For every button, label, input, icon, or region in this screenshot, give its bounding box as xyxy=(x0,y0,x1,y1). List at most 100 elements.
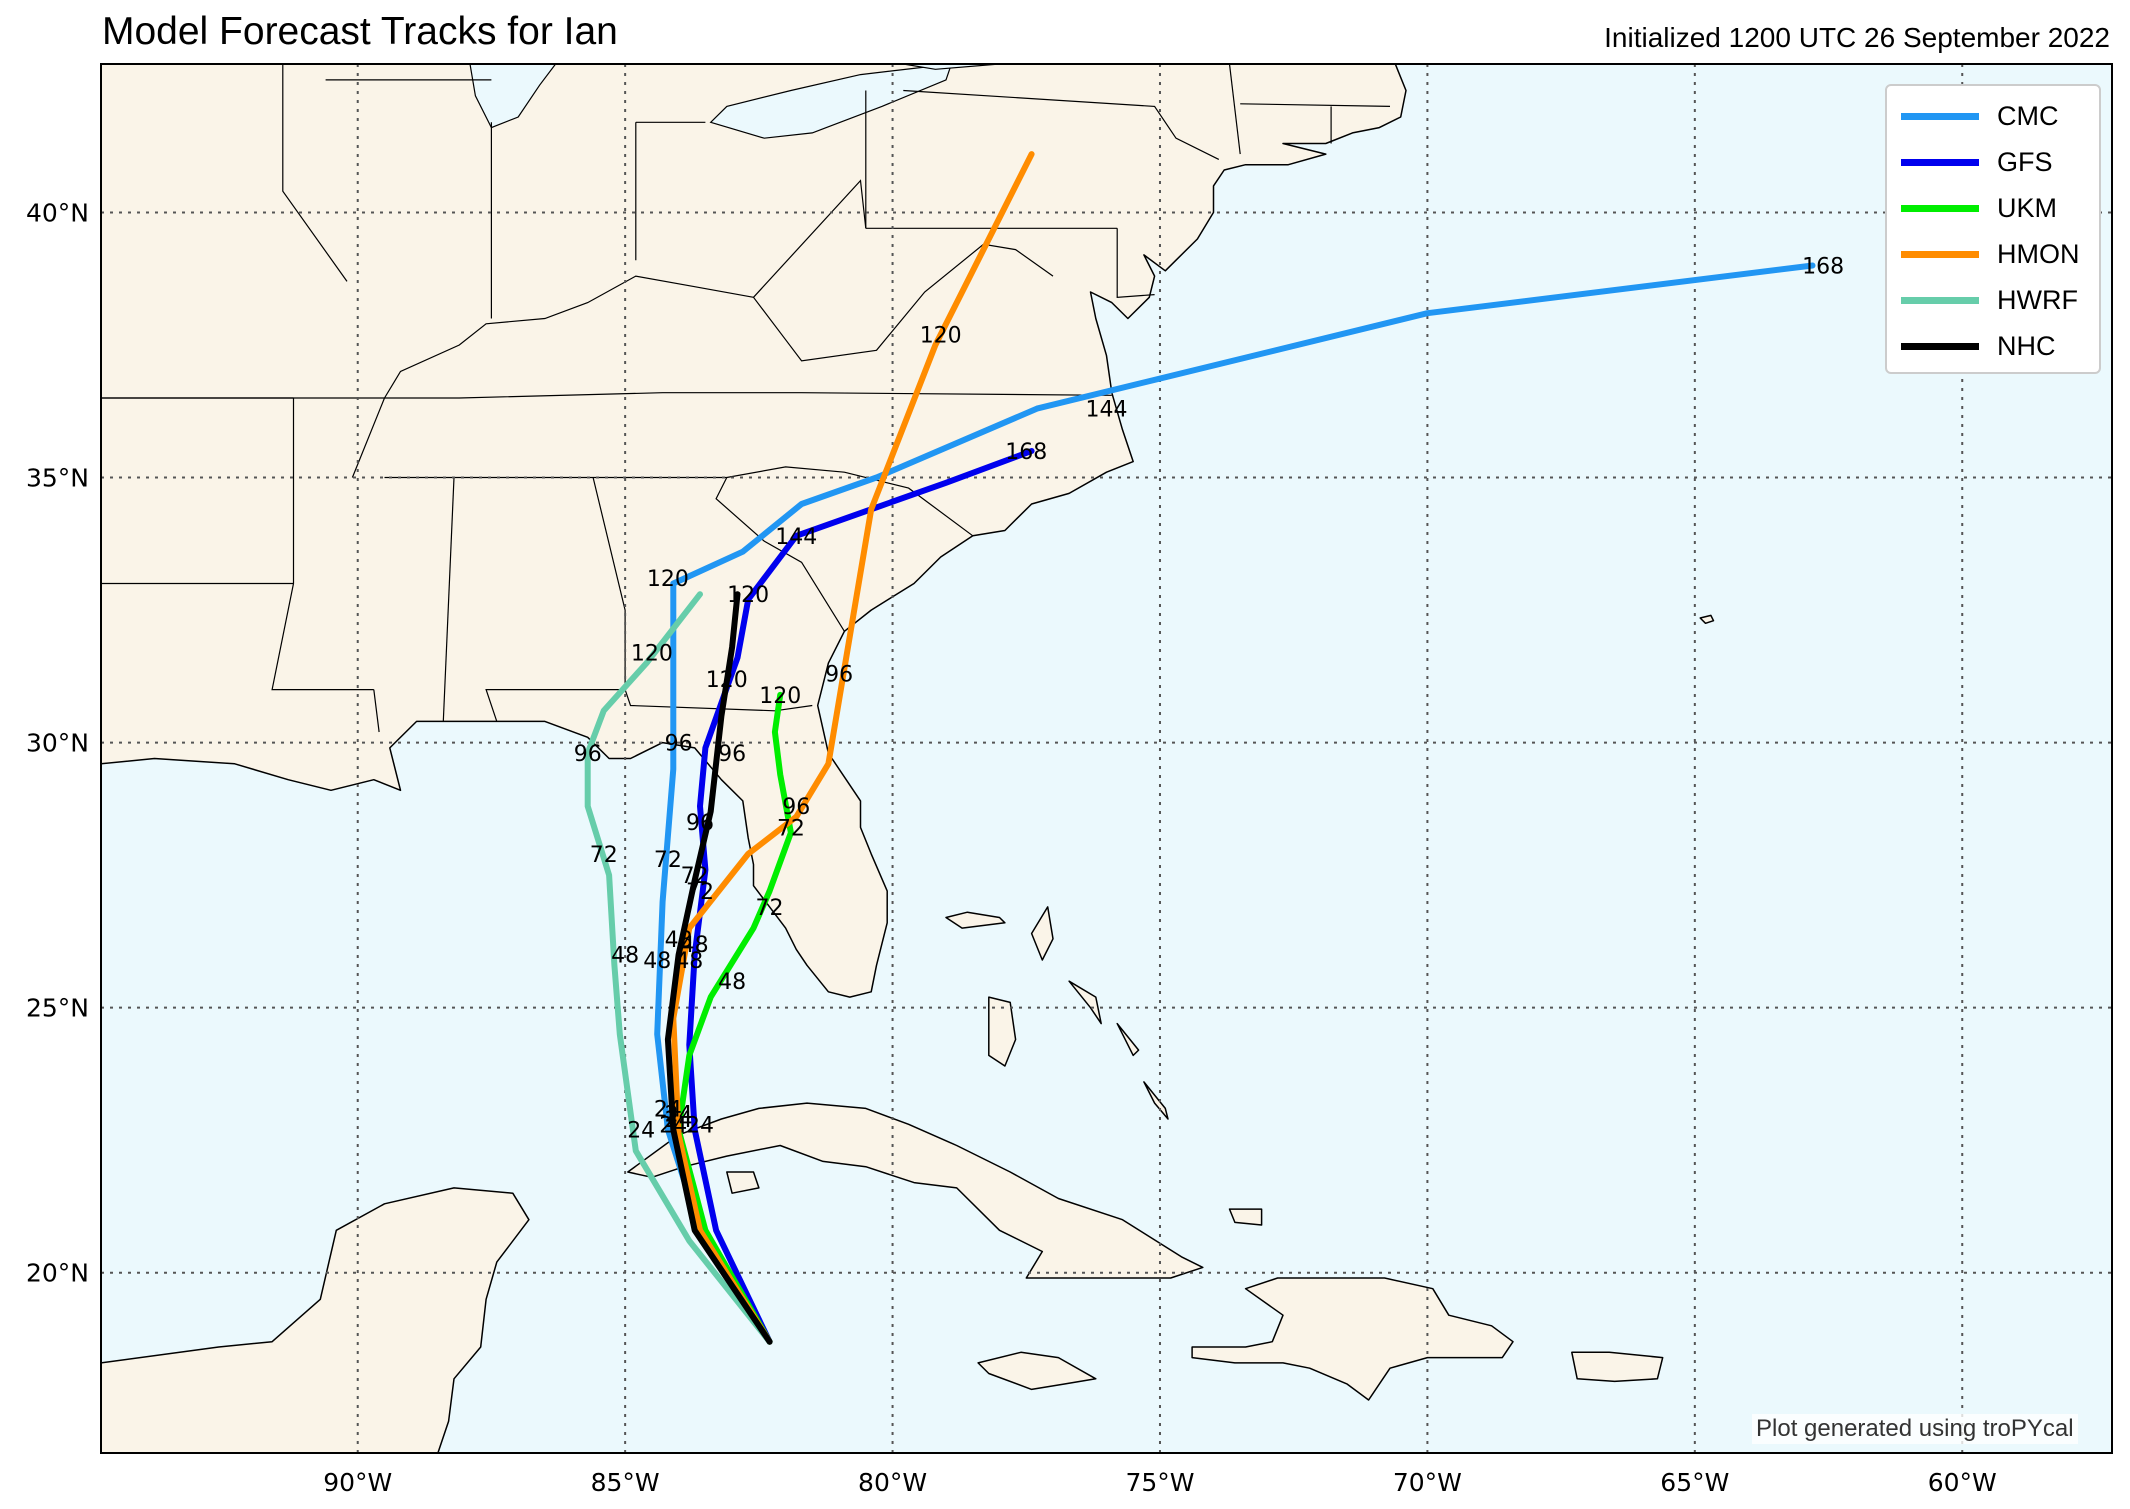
model-tracks xyxy=(584,151,1816,1345)
track-cmc xyxy=(654,262,1816,1345)
forecast-hour-label: 96 xyxy=(686,811,714,836)
legend-item-ukm: UKM xyxy=(1901,188,2057,228)
forecast-hour-label: 144 xyxy=(775,525,817,550)
longitude-tick-label: 70°W xyxy=(1393,1468,1462,1497)
legend-item-hmon: HMON xyxy=(1901,234,2080,274)
forecast-hour-label: 72 xyxy=(777,816,805,841)
legend-label: UKM xyxy=(1997,192,2057,223)
north-america-land xyxy=(101,64,1407,998)
legend-item-nhc: NHC xyxy=(1901,326,2056,366)
state-borders xyxy=(101,64,1391,733)
track-hwrf xyxy=(584,591,773,1345)
forecast-hour-label: 24 xyxy=(627,1119,655,1144)
forecast-hour-label: 24 xyxy=(654,1097,682,1122)
state-border-line xyxy=(383,275,754,399)
legend-swatch xyxy=(1901,342,1979,350)
land-masses xyxy=(101,64,1715,1453)
longitude-tick-label: 75°W xyxy=(1125,1468,1194,1497)
state-border-line xyxy=(101,392,1112,399)
bermuda-land xyxy=(1699,614,1715,625)
longitude-tick-label: 80°W xyxy=(858,1468,927,1497)
state-border-line xyxy=(903,89,1220,160)
track-hmon xyxy=(670,151,1035,1345)
latitude-tick-label: 40°N xyxy=(26,198,89,227)
forecast-hour-label: 72 xyxy=(654,848,682,873)
forecast-hour-label: 24 xyxy=(686,1113,714,1138)
lat-lon-gridlines xyxy=(101,64,2112,1453)
grand-bahama-land xyxy=(945,911,1006,929)
state-border-line xyxy=(351,397,386,478)
state-border-line xyxy=(373,689,380,733)
forecast-hour-label: 120 xyxy=(647,567,689,592)
legend-swatch xyxy=(1901,204,1979,212)
state-border-line xyxy=(282,64,348,282)
state-border-line xyxy=(1116,228,1155,298)
yucatan-central-america-land xyxy=(101,1187,530,1453)
long-island-land xyxy=(1143,1081,1169,1120)
longitude-tick-label: 65°W xyxy=(1660,1468,1729,1497)
cuba-land xyxy=(627,1102,1204,1279)
eleuthera-land xyxy=(1068,980,1102,1025)
forecast-hour-label: 168 xyxy=(1005,440,1047,465)
isla-juventud-land xyxy=(726,1171,760,1194)
andros-land xyxy=(988,996,1017,1067)
latitude-tick-label: 35°N xyxy=(26,464,89,493)
forecast-hour-label: 96 xyxy=(782,795,810,820)
longitude-tick-label: 85°W xyxy=(591,1468,660,1497)
forecast-hour-label: 48 xyxy=(611,944,639,969)
latitude-tick-label: 25°N xyxy=(26,994,89,1023)
forecast-hour-label: 96 xyxy=(665,732,693,757)
state-border-line xyxy=(624,689,813,712)
hispaniola-land xyxy=(1191,1277,1514,1401)
longitude-tick-label: 60°W xyxy=(1928,1468,1997,1497)
legend-swatch xyxy=(1901,158,1979,166)
legend-item-cmc: CMC xyxy=(1901,96,2059,136)
legend-swatch xyxy=(1901,250,1979,258)
forecast-hour-label: 48 xyxy=(675,949,703,974)
state-border-line xyxy=(442,477,455,722)
lake-ontario xyxy=(903,64,1000,70)
forecast-hour-label: 48 xyxy=(665,928,693,953)
legend-swatch xyxy=(1901,296,1979,304)
state-border-line xyxy=(662,466,974,537)
track-nhc xyxy=(664,591,773,1345)
state-border-line xyxy=(1228,64,1241,155)
page-title: Model Forecast Tracks for Ian xyxy=(102,10,618,53)
legend-label: HMON xyxy=(1997,238,2080,269)
latitude-tick-label: 20°N xyxy=(26,1259,89,1288)
forecast-hour-label: 120 xyxy=(631,641,673,666)
legend-label: HWRF xyxy=(1997,284,2078,315)
forecast-hour-label: 72 xyxy=(756,896,784,921)
forecast-hour-label: 96 xyxy=(718,742,746,767)
latitude-tick-label: 30°N xyxy=(26,729,89,758)
map-frame xyxy=(100,63,2113,1454)
forecast-hour-label: 96 xyxy=(825,663,853,688)
state-border-line xyxy=(753,243,1054,362)
forecast-hour-label: 120 xyxy=(727,583,769,608)
legend-item-gfs: GFS xyxy=(1901,142,2053,182)
state-border-line xyxy=(1240,103,1391,107)
forecast-hour-label: 72 xyxy=(590,843,618,868)
axis-tick-labels: 40°N 35°N 30°N 25°N 20°N 90°W 85°W 80°W 75°W 70°W… xyxy=(26,198,1997,1497)
longitude-tick-label: 90°W xyxy=(323,1468,392,1497)
forecast-hour-label: 144 xyxy=(1086,398,1128,423)
legend-label: GFS xyxy=(1997,146,2053,177)
forecast-hour-label: 24 xyxy=(665,1103,693,1128)
forecast-hour-labels: 2448729612014416824487296120144168244872… xyxy=(574,254,1844,1143)
forecast-hour-label: 120 xyxy=(759,684,801,709)
forecast-hour-label: 72 xyxy=(681,864,709,889)
legend: CMC GFS UKM HMON HWRF NHC xyxy=(1885,84,2101,374)
credit-text: Plot generated using troPYcal xyxy=(1752,1414,2078,1444)
forecast-hour-label: 24 xyxy=(665,1108,693,1133)
jamaica-land xyxy=(977,1351,1097,1391)
legend-label: CMC xyxy=(1997,100,2059,131)
state-border-line xyxy=(271,583,374,691)
legend-item-hwrf: HWRF xyxy=(1901,280,2078,320)
forecast-hour-label: 120 xyxy=(706,668,748,693)
inagua-land xyxy=(1228,1208,1263,1226)
initialization-time: Initialized 1200 UTC 26 September 2022 xyxy=(1604,22,2110,53)
forecast-hour-label: 48 xyxy=(643,949,671,974)
forecast-hour-label: 96 xyxy=(574,742,602,767)
